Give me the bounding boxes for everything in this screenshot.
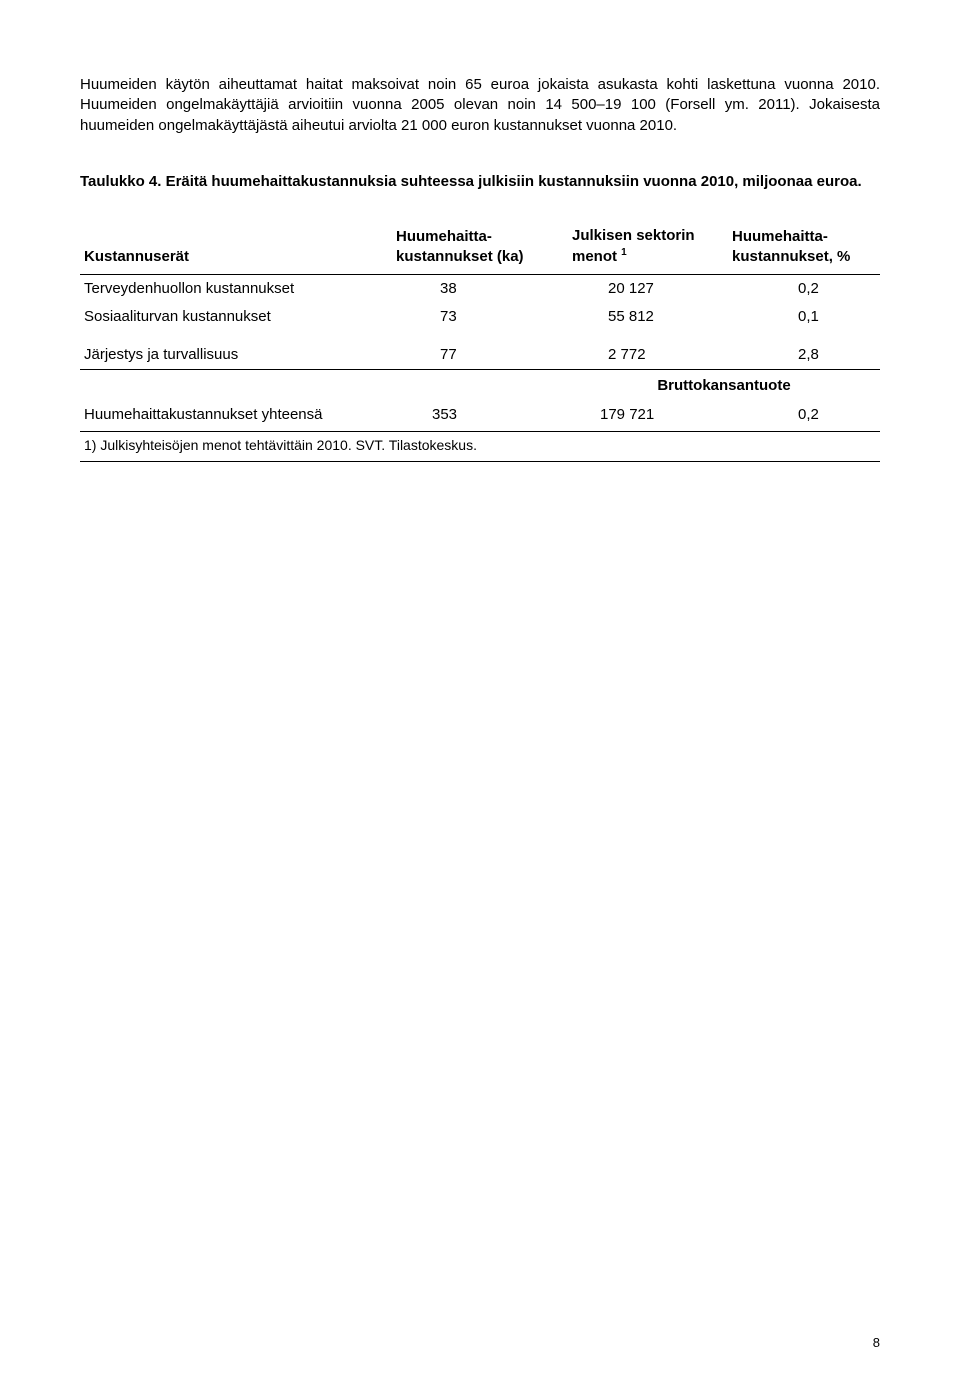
- total-ka: 353: [392, 401, 568, 432]
- intro-paragraph: Huumeiden käytön aiheuttamat haitat maks…: [80, 75, 880, 136]
- total-menot: 179 721: [568, 401, 728, 432]
- table-row: Järjestys ja turvallisuus 77 2 772 2,8: [80, 331, 880, 370]
- col3-line1: Julkisen sektorin: [572, 227, 695, 244]
- gdp-label-row: Bruttokansantuote: [80, 370, 880, 401]
- document-page: Huumeiden käytön aiheuttamat haitat maks…: [0, 0, 960, 502]
- row-ka: 73: [392, 303, 568, 331]
- row-pct: 0,1: [728, 303, 880, 331]
- col-header-ka: Huumehaitta- kustannukset (ka): [392, 220, 568, 274]
- row-menot: 2 772: [568, 331, 728, 370]
- col1-label: Kustannuserät: [84, 248, 189, 265]
- total-pct: 0,2: [728, 401, 880, 432]
- row-menot: 55 812: [568, 303, 728, 331]
- row-menot: 20 127: [568, 274, 728, 303]
- gdp-label: Bruttokansantuote: [568, 370, 880, 401]
- total-label: Huumehaittakustannukset yhteensä: [80, 401, 392, 432]
- row-label: Sosiaaliturvan kustannukset: [80, 303, 392, 331]
- total-row: Huumehaittakustannukset yhteensä 353 179…: [80, 401, 880, 432]
- row-pct: 0,2: [728, 274, 880, 303]
- col2-line2: kustannukset (ka): [396, 248, 524, 265]
- page-number: 8: [873, 1335, 880, 1350]
- table-caption: Taulukko 4. Eräitä huumehaittakustannuks…: [80, 172, 880, 192]
- row-ka: 77: [392, 331, 568, 370]
- table-row: Terveydenhuollon kustannukset 38 20 127 …: [80, 274, 880, 303]
- table-row: Sosiaaliturvan kustannukset 73 55 812 0,…: [80, 303, 880, 331]
- footnote-row: 1) Julkisyhteisöjen menot tehtävittäin 2…: [80, 431, 880, 461]
- col2-line1: Huumehaitta-: [396, 228, 492, 245]
- col4-line2: kustannukset, %: [732, 248, 850, 265]
- row-label: Terveydenhuollon kustannukset: [80, 274, 392, 303]
- row-label: Järjestys ja turvallisuus: [80, 331, 392, 370]
- col-header-pct: Huumehaitta- kustannukset, %: [728, 220, 880, 274]
- cost-table: Kustannuserät Huumehaitta- kustannukset …: [80, 220, 880, 462]
- col3-sup: 1: [621, 247, 627, 258]
- row-ka: 38: [392, 274, 568, 303]
- col-header-items: Kustannuserät: [80, 220, 392, 274]
- col4-line1: Huumehaitta-: [732, 228, 828, 245]
- table-header-row: Kustannuserät Huumehaitta- kustannukset …: [80, 220, 880, 274]
- table-footnote: 1) Julkisyhteisöjen menot tehtävittäin 2…: [80, 431, 880, 461]
- row-pct: 2,8: [728, 331, 880, 370]
- col-header-menot: Julkisen sektorin menot 1: [568, 220, 728, 274]
- col3-line2-pre: menot: [572, 248, 621, 265]
